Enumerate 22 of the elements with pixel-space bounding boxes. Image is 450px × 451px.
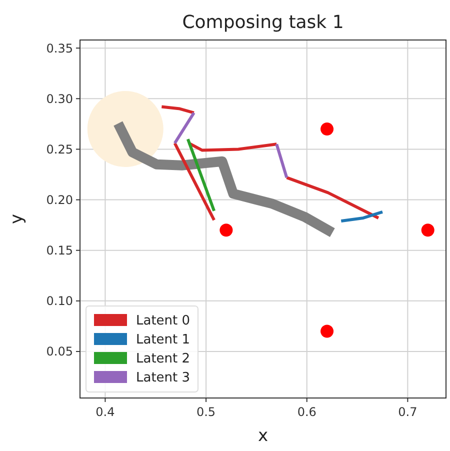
x-tick-label: 0.7 — [398, 405, 418, 419]
x-axis-title: x — [258, 426, 268, 446]
legend-label: Latent 3 — [136, 370, 190, 386]
point — [320, 324, 334, 338]
point — [320, 122, 334, 136]
legend-label: Latent 2 — [136, 352, 190, 367]
y-tick-label: 0.25 — [46, 142, 73, 156]
y-tick-label: 0.35 — [46, 41, 73, 56]
x-tick-label: 0.4 — [96, 405, 115, 419]
y-tick-label: 0.30 — [46, 92, 73, 106]
point — [421, 224, 434, 237]
x-tick-label: 0.5 — [196, 405, 216, 419]
x-tick-label: 0.6 — [297, 405, 316, 419]
point — [220, 224, 233, 237]
y-tick-label: 0.20 — [46, 192, 73, 207]
y-tick-label: 0.15 — [46, 244, 73, 258]
y-axis-title: y — [7, 214, 27, 224]
y-tick-label: 0.05 — [46, 344, 73, 359]
chart-title: Composing task 1 — [182, 12, 344, 33]
legend-label: Latent 1 — [136, 332, 190, 348]
legend-label: Latent 0 — [136, 314, 190, 329]
y-tick-label: 0.10 — [46, 294, 73, 308]
